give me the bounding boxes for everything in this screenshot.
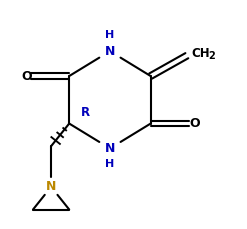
Text: N: N [46,180,56,194]
Text: CH: CH [191,47,210,60]
Text: N: N [105,142,115,155]
Text: N: N [105,45,115,58]
Text: H: H [105,159,115,169]
Text: O: O [189,117,200,130]
Text: H: H [105,30,115,40]
Text: 2: 2 [208,51,215,61]
Text: O: O [21,70,32,82]
Text: R: R [81,106,90,119]
